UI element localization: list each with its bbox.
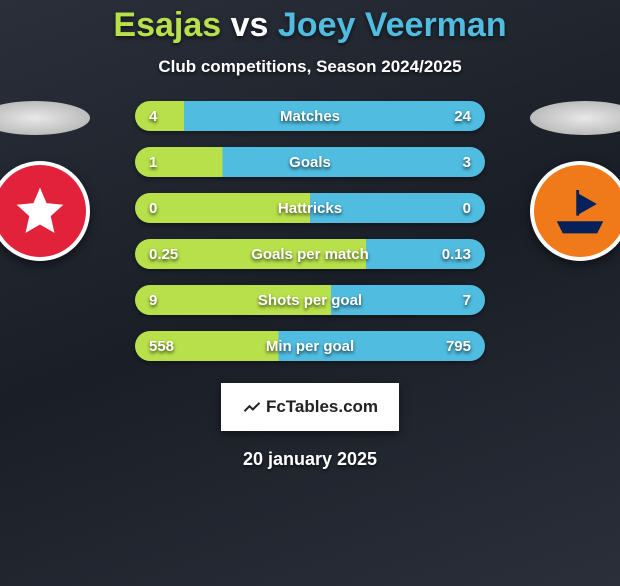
title-left-name: Esajas xyxy=(113,6,221,44)
stat-left-value: 1 xyxy=(149,154,157,171)
stat-label: Goals xyxy=(135,154,485,171)
stat-left-value: 0.25 xyxy=(149,246,178,263)
stat-right-value: 7 xyxy=(463,292,471,309)
subtitle: Club competitions, Season 2024/2025 xyxy=(0,57,620,77)
stat-right-value: 3 xyxy=(463,154,471,171)
right-avatar-halo xyxy=(530,101,620,135)
branding-box: FcTables.com xyxy=(221,383,399,431)
comparison-content: 4Matches24 1Goals3 0Hattricks0 0.25Goals pe… xyxy=(0,101,620,361)
stat-label: Matches xyxy=(135,108,485,125)
title-right-name: Joey Veerman xyxy=(278,6,507,44)
stat-label: Goals per match xyxy=(135,246,485,263)
stat-label: Hattricks xyxy=(135,200,485,217)
date-text: 20 january 2025 xyxy=(0,449,620,470)
stat-bar: 4Matches24 xyxy=(135,101,485,131)
page-title: Esajas vs Joey Veerman xyxy=(0,6,620,45)
stat-label: Shots per goal xyxy=(135,292,485,309)
stat-bars: 4Matches24 1Goals3 0Hattricks0 0.25Goals pe… xyxy=(135,101,485,361)
title-vs: vs xyxy=(221,6,278,44)
stat-right-value: 795 xyxy=(446,338,471,355)
chart-icon xyxy=(242,397,262,417)
stat-right-value: 24 xyxy=(454,108,471,125)
star-icon xyxy=(12,183,68,239)
ship-icon xyxy=(552,183,608,239)
branding-text: FcTables.com xyxy=(266,397,378,417)
stat-bar: 1Goals3 xyxy=(135,147,485,177)
stat-left-value: 0 xyxy=(149,200,157,217)
stat-bar: 558Min per goal795 xyxy=(135,331,485,361)
right-team-badge-inner xyxy=(534,165,620,257)
stat-left-value: 4 xyxy=(149,108,157,125)
stat-bar: 0.25Goals per match0.13 xyxy=(135,239,485,269)
stat-bar: 9Shots per goal7 xyxy=(135,285,485,315)
right-team-badge xyxy=(530,161,620,261)
stat-left-value: 558 xyxy=(149,338,174,355)
left-avatar-halo xyxy=(0,101,90,135)
stat-right-value: 0.13 xyxy=(442,246,471,263)
stat-left-value: 9 xyxy=(149,292,157,309)
right-side xyxy=(495,101,615,261)
stat-right-value: 0 xyxy=(463,200,471,217)
stat-label: Min per goal xyxy=(135,338,485,355)
left-team-badge-inner xyxy=(0,165,86,257)
left-team-badge xyxy=(0,161,90,261)
stat-bar: 0Hattricks0 xyxy=(135,193,485,223)
left-side xyxy=(5,101,125,261)
